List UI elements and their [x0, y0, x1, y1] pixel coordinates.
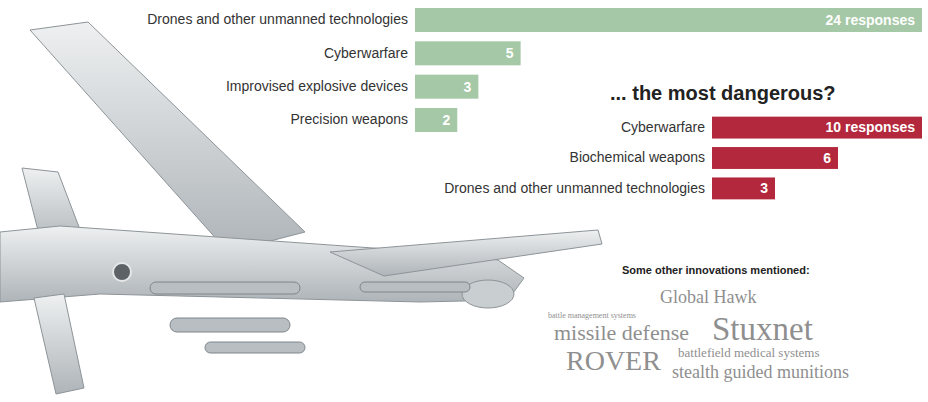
bar: [712, 177, 775, 199]
category-axis: Cyberwarfare Biochemical weapons Drones an…: [444, 119, 705, 196]
drone-illustration: [0, 22, 602, 394]
tick: Drones and other unmanned technologies: [444, 180, 705, 196]
drone-pod-0: [150, 282, 300, 294]
category-label: Cyberwarfare: [324, 45, 408, 61]
tick: Cyberwarfare: [324, 45, 408, 61]
drone-pod-1: [170, 318, 290, 332]
bar-chart-0: Drones and other unmanned technologies Cy…: [147, 8, 922, 132]
drone-nose: [462, 280, 514, 308]
bar: [712, 147, 838, 169]
category-label: Improvised explosive devices: [226, 78, 408, 94]
bars: [712, 117, 922, 200]
data-label: 5: [506, 45, 514, 61]
category-label: Drones and other unmanned technologies: [444, 180, 705, 196]
bars: [415, 8, 922, 132]
infographic: Drones and other unmanned technologiesCy…: [0, 0, 928, 402]
data-label: 2: [442, 112, 450, 128]
bar: [415, 108, 457, 132]
tick: Drones and other unmanned technologies: [147, 11, 408, 27]
word-cloud-title: Some other innovations mentioned:: [622, 264, 810, 276]
word: Stuxnet: [712, 311, 813, 347]
drone-part-1: [30, 22, 305, 252]
bar: [712, 117, 922, 139]
data-label: 3: [760, 180, 768, 196]
drone-roundel: [113, 263, 131, 281]
data-label: 10 responses: [826, 119, 916, 135]
tick: Precision weapons: [290, 111, 408, 127]
tick: Biochemical weapons: [570, 149, 705, 165]
data-label: 24 responses: [826, 12, 916, 28]
word: missile defense: [554, 320, 689, 345]
category-axis: Drones and other unmanned technologies Cy…: [147, 11, 408, 127]
drone-part-3: [330, 230, 602, 276]
drone-part-4: [34, 294, 84, 394]
data-label: 6: [823, 150, 831, 166]
category-label: Biochemical weapons: [570, 149, 705, 165]
tick: Cyberwarfare: [621, 119, 705, 135]
word: battle management systems: [548, 311, 636, 320]
drone-pod-3: [360, 282, 470, 292]
bar: [415, 75, 478, 99]
category-label: Cyberwarfare: [621, 119, 705, 135]
chart-title: ... the most dangerous?: [610, 82, 836, 104]
bar: [415, 8, 922, 32]
data-labels: 24 responses 5 3 2: [442, 12, 915, 128]
word: battlefield medical systems: [678, 345, 820, 360]
tick: Improvised explosive devices: [226, 78, 408, 94]
bar: [415, 41, 521, 65]
bar-chart-1: Cyberwarfare Biochemical weapons Drones an…: [444, 82, 922, 199]
word: ROVER: [566, 345, 661, 376]
drone-pod-2: [205, 342, 305, 353]
category-label: Drones and other unmanned technologies: [147, 11, 408, 27]
word: stealth guided munitions: [672, 362, 849, 382]
category-label: Precision weapons: [290, 111, 408, 127]
data-labels: 10 responses 6 3: [760, 119, 915, 196]
word-cloud: Some other innovations mentioned: Global …: [548, 264, 849, 382]
word: Global Hawk: [660, 287, 756, 307]
data-label: 3: [464, 79, 472, 95]
